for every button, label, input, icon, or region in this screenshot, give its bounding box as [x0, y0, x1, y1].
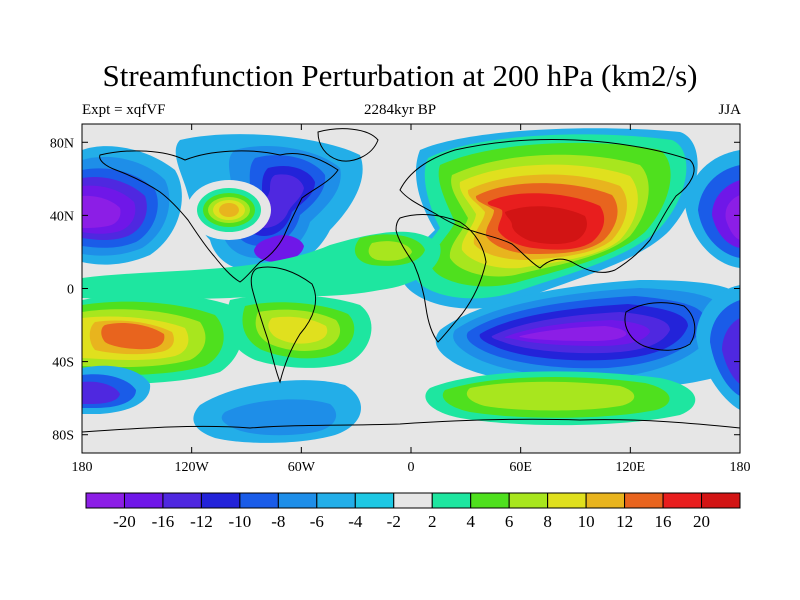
colorbar-swatch [200, 492, 241, 509]
x-tick-label: 60W [288, 460, 316, 475]
axis-ticks: 180 120W 60W 0 60E 120E 180 80N 40N 0 40S 80S [50, 124, 751, 475]
season-label: JJA [718, 102, 741, 118]
y-tick-label: 40S [52, 356, 74, 371]
colorbar-label: 12 [616, 512, 633, 531]
colorbar-swatch [624, 492, 664, 509]
colorbar-swatch [354, 492, 395, 509]
colorbar-label: -4 [348, 512, 363, 531]
colorbar-swatch [162, 492, 202, 509]
colorbar-swatch [547, 492, 587, 509]
x-tick-label: 120W [175, 460, 210, 475]
colorbar-swatch [316, 492, 356, 509]
colorbar-swatch [662, 492, 703, 509]
time-label: 2284kyr BP [363, 102, 437, 118]
colorbar-label: 2 [428, 512, 437, 531]
colorbar-label: 6 [505, 512, 514, 531]
southern-ocean-high [425, 371, 696, 426]
colorbar-label: 8 [543, 512, 552, 531]
colorbar-swatch [701, 492, 741, 509]
colorbar-swatch [508, 492, 549, 509]
colorbar-swatch [393, 492, 433, 509]
south-america-high [226, 294, 372, 368]
north-pacific-low [82, 146, 182, 265]
colorbar-swatch [239, 492, 279, 509]
colorbar-swatch [123, 492, 164, 509]
asia-high-anomaly [402, 128, 698, 309]
coast-eurasia [399, 138, 695, 273]
coastlines [82, 128, 740, 433]
y-tick-label: 80N [50, 136, 74, 151]
coast-antarctica [82, 418, 740, 433]
south-pacific-high [82, 293, 243, 384]
subpolar-south-pacific-low [82, 365, 151, 414]
atlantic-high-band [82, 231, 441, 300]
colorbar-label: -12 [190, 512, 213, 531]
coast-greenland [317, 128, 379, 162]
experiment-label: Expt = xqfVF [82, 102, 166, 118]
colorbar-label: 4 [466, 512, 475, 531]
colorbar-swatch [277, 492, 318, 509]
contour-fill-layer [82, 128, 740, 443]
coast-south-america [250, 266, 316, 384]
colorbar-label: -16 [152, 512, 175, 531]
colorbar-swatch [585, 492, 626, 509]
x-tick-label: 0 [408, 460, 415, 475]
colorbar-label: -8 [271, 512, 285, 531]
x-tick-label: 180 [72, 460, 93, 475]
y-tick-label: 0 [67, 283, 74, 298]
colorbar-label: -10 [229, 512, 252, 531]
colorbar-swatch [431, 492, 472, 509]
y-tick-label: 80S [52, 429, 74, 444]
colorbar-label: 16 [655, 512, 672, 531]
y-tick-label: 40N [50, 209, 74, 224]
colorbar-label: 10 [578, 512, 595, 531]
colorbar-swatch [85, 492, 125, 509]
colorbar-label: -6 [310, 512, 324, 531]
colorbar-label: -2 [387, 512, 401, 531]
south-indian-low [435, 280, 740, 390]
coast-africa [395, 214, 487, 343]
coast-australia [624, 302, 696, 351]
colorbar-label: 20 [693, 512, 710, 531]
x-tick-label: 120E [616, 460, 646, 475]
north-pacific-low-east [685, 150, 740, 268]
x-tick-label: 180 [730, 460, 751, 475]
colorbar: -20 -16 -12 -10 -8 -6 -4 -2 2 4 6 8 10 12 16 20 [85, 492, 741, 531]
colorbar-label: -20 [113, 512, 136, 531]
figure-title: Streamfunction Perturbation at 200 hPa (… [102, 58, 698, 93]
coast-north-america [99, 150, 339, 283]
colorbar-swatch [470, 492, 510, 509]
great-plains-high [187, 180, 271, 240]
subpolar-south-pacific-low-east [696, 285, 740, 410]
x-tick-label: 60E [509, 460, 532, 475]
